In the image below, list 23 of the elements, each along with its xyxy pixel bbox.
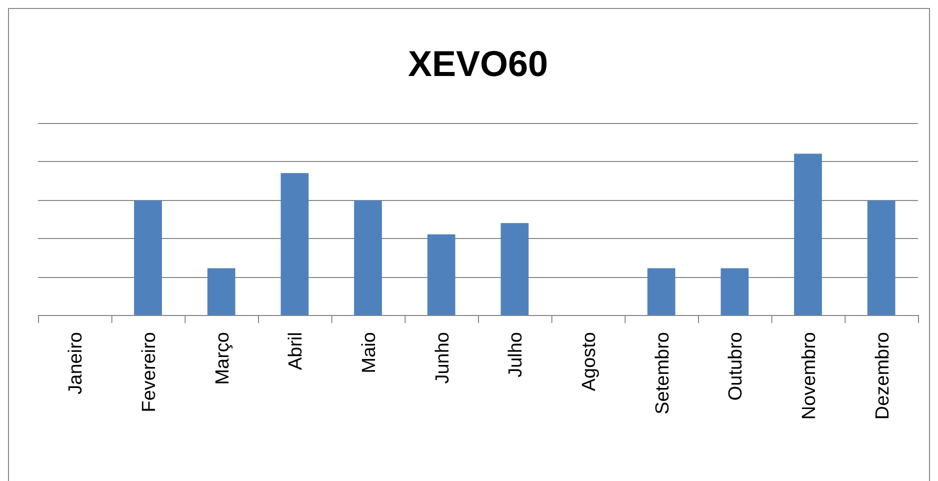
bar [207, 268, 236, 315]
bar [647, 268, 676, 315]
bar [427, 234, 456, 315]
x-tick-label: Maio [359, 332, 380, 374]
x-tick-label: Outubro [726, 332, 747, 401]
x-tick-label: Julho [506, 332, 527, 378]
bar [794, 154, 822, 315]
x-tick-label: Março [212, 332, 234, 385]
x-tick-label: Setembro [652, 332, 674, 414]
x-tick-label: Agosto [579, 332, 600, 392]
bar [134, 200, 162, 315]
x-tick-label: Novembro [799, 332, 820, 420]
x-tick-label: Abril [286, 332, 307, 370]
bar [280, 173, 309, 315]
x-tick-label: Fevereiro [139, 332, 160, 412]
x-tick-label: Janeiro [66, 332, 87, 394]
bar [867, 200, 896, 315]
x-tick-label: Dezembro [872, 332, 894, 420]
x-tick-label: Junho [432, 332, 454, 384]
chart-title: XEVO60 [408, 43, 548, 84]
bar [720, 268, 749, 315]
bar [500, 223, 529, 315]
bar [354, 200, 382, 315]
